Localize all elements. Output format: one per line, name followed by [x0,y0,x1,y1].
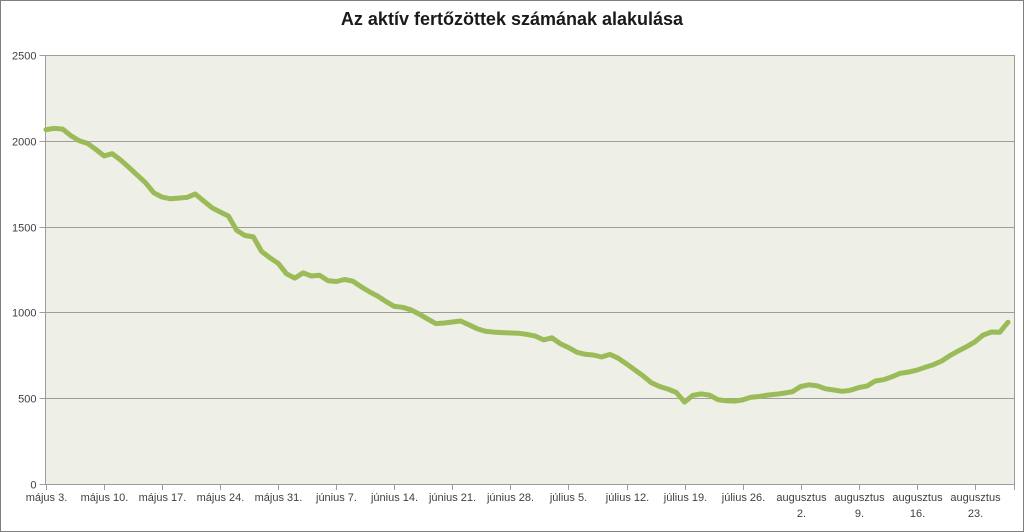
x-axis-label: július 12. [605,492,649,504]
x-axis-label: május 10. [81,492,129,504]
x-axis-label: július 5. [549,492,587,504]
x-axis-label: május 31. [255,492,303,504]
x-axis-label: 2. [797,508,806,520]
y-axis-label: 2500 [12,51,36,63]
x-axis-label: június 14. [370,492,418,504]
x-axis-label: július 19. [663,492,707,504]
plot-area [45,55,1015,484]
x-axis-label: 16. [910,508,925,520]
x-axis-label: június 7. [315,492,357,504]
x-axis-label: 23. [968,508,983,520]
x-axis-label: május 24. [197,492,245,504]
x-axis-label: 9. [855,508,864,520]
x-axis-label: június 21. [428,492,476,504]
y-axis-label: 1500 [12,223,36,235]
chart-title: Az aktív fertőzöttek számának alakulása [340,9,684,29]
x-axis-label: június 28. [486,492,534,504]
y-axis-label: 1000 [12,308,36,320]
x-axis-label: július 26. [721,492,765,504]
x-axis-label: augusztus [950,492,1001,504]
y-axis-label: 2000 [12,137,36,149]
x-axis-label: május 3. [26,492,68,504]
x-axis-label: augusztus [776,492,827,504]
data-line [43,125,1011,405]
x-axis-label: augusztus [892,492,943,504]
y-axis-label: 500 [18,394,36,406]
x-axis-label: május 17. [139,492,187,504]
x-axis-label: augusztus [834,492,885,504]
y-axis-label: 0 [30,480,36,492]
